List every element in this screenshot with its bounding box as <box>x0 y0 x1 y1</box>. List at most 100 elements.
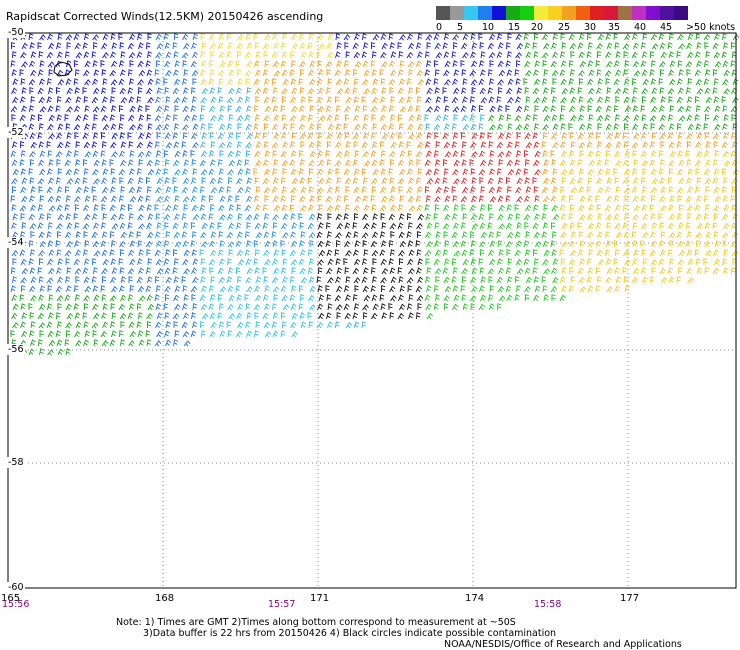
wind-barb <box>109 159 114 167</box>
wind-barb <box>622 132 628 140</box>
wind-barb <box>110 141 117 149</box>
wind-barb <box>74 330 81 338</box>
wind-barb <box>300 276 308 284</box>
wind-barb <box>497 168 502 176</box>
wind-barb <box>335 96 340 104</box>
wind-barb <box>246 132 254 140</box>
wind-barb <box>389 222 397 230</box>
wind-barb <box>516 105 523 113</box>
wind-barb <box>190 330 197 338</box>
wind-barb <box>182 330 190 338</box>
wind-barb <box>75 51 83 59</box>
wind-barb <box>219 150 224 158</box>
wind-barb <box>416 312 421 320</box>
wind-barb <box>712 133 720 140</box>
wind-barb <box>199 159 207 167</box>
wind-barb <box>344 267 349 275</box>
wind-barb <box>75 186 82 194</box>
wind-barb <box>623 141 629 149</box>
wind-barb <box>66 132 72 140</box>
wind-barb <box>217 177 224 185</box>
wind-barb <box>496 51 503 59</box>
wind-barb <box>416 249 422 257</box>
wind-barb <box>246 150 251 158</box>
wind-barb <box>362 168 367 176</box>
wind-barb <box>227 105 232 113</box>
wind-barb <box>237 78 243 86</box>
wind-barb <box>398 159 405 167</box>
wind-barb <box>371 178 378 185</box>
wind-barb <box>219 33 225 41</box>
wind-barb <box>236 312 243 320</box>
wind-barb <box>596 43 603 50</box>
wind-barb <box>435 69 440 77</box>
wind-barb <box>210 231 217 239</box>
wind-barb <box>613 33 618 41</box>
wind-barb <box>407 258 414 266</box>
wind-barb <box>138 132 145 140</box>
wind-barb <box>327 303 333 311</box>
wind-barb <box>228 222 235 230</box>
wind-barb <box>156 312 163 320</box>
wind-barb <box>560 258 566 266</box>
wind-barb <box>318 69 324 77</box>
wind-barb <box>569 105 576 113</box>
wind-barb <box>515 168 522 176</box>
wind-barb <box>668 232 676 239</box>
wind-barb <box>677 240 684 248</box>
wind-barb <box>128 52 136 59</box>
wind-barb <box>291 87 298 95</box>
wind-barb <box>523 168 529 176</box>
lat-label: -60 <box>7 582 25 593</box>
wind-barb <box>228 267 234 275</box>
wind-barb <box>597 33 604 41</box>
legend-label: 0 <box>436 22 443 33</box>
wind-barb <box>111 132 118 140</box>
wind-barb <box>173 114 178 122</box>
wind-barb <box>471 87 476 95</box>
wind-barb <box>388 258 394 266</box>
wind-barb <box>138 267 145 275</box>
wind-barb <box>381 222 387 230</box>
wind-barb <box>39 303 46 311</box>
wind-barb <box>433 303 439 311</box>
wind-barb <box>613 240 619 248</box>
wind-barb <box>642 168 647 176</box>
wind-barb <box>426 132 432 140</box>
wind-barb <box>525 186 532 194</box>
wind-barb <box>641 69 648 77</box>
wind-barb <box>10 330 15 338</box>
wind-barb <box>704 114 710 122</box>
wind-barb <box>505 60 511 68</box>
wind-barb <box>11 178 18 185</box>
wind-barb <box>362 150 370 158</box>
wind-barb <box>704 222 711 230</box>
wind-barb <box>370 106 378 113</box>
wind-barb <box>363 160 371 167</box>
wind-barb <box>210 294 216 302</box>
wind-barb <box>514 204 519 212</box>
wind-barb <box>425 51 430 59</box>
wind-barb <box>488 96 495 104</box>
wind-barb <box>552 78 557 86</box>
legend-label: 40 <box>634 22 647 33</box>
wind-barb <box>534 123 540 131</box>
wind-barb <box>163 78 168 86</box>
wind-barb <box>316 96 323 104</box>
wind-barb <box>64 204 70 212</box>
wind-barb <box>434 222 440 230</box>
wind-barb <box>641 177 646 185</box>
wind-barb <box>667 267 674 275</box>
wind-barb <box>39 60 45 68</box>
wind-barb <box>29 105 34 113</box>
wind-barb <box>289 294 296 302</box>
wind-barb <box>651 60 656 68</box>
wind-barb <box>560 186 565 194</box>
wind-barb <box>461 222 467 230</box>
wind-barb <box>640 195 646 203</box>
wind-barb <box>588 69 595 77</box>
wind-barb <box>613 213 620 221</box>
wind-barb <box>506 204 512 212</box>
wind-barb <box>309 285 316 293</box>
wind-barb <box>614 105 619 113</box>
